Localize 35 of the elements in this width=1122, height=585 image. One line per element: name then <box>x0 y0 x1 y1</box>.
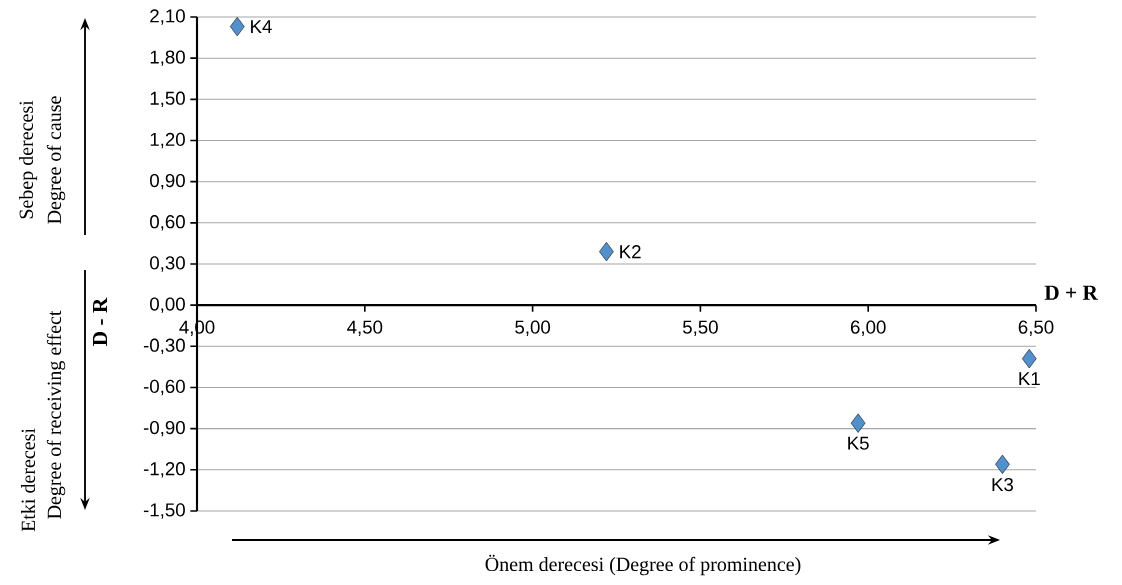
x-tick-label: 5,50 <box>682 320 718 336</box>
y-tick-label: 0,90 <box>150 173 185 190</box>
y-tick-label: -1,50 <box>143 503 185 519</box>
y-tick-label: -0,90 <box>143 420 185 437</box>
annotation: K4 <box>251 20 272 34</box>
point <box>599 242 614 262</box>
annotation: K2 <box>620 245 641 259</box>
text: Önem derecesi (Degree of prominence) <box>485 554 801 576</box>
y-tick-label: 1,80 <box>150 50 185 66</box>
text: Degree of cause <box>46 96 66 224</box>
x-tick-label: 6,50 <box>1018 320 1054 336</box>
y-axis-title: D - R <box>93 297 108 346</box>
y-tick-label: -0,30 <box>143 338 185 355</box>
annotation: K1 <box>1019 372 1040 386</box>
y-tick-label: 1,50 <box>150 91 185 108</box>
y-tick-label: 2,10 <box>150 9 185 25</box>
x-tick-label: 4,50 <box>347 320 383 336</box>
text: Degree of receiving effect <box>46 310 66 519</box>
annotation: K3 <box>992 477 1014 492</box>
x-axis-title: D + R <box>1044 285 1099 300</box>
text: Etki derecesi <box>20 428 36 532</box>
y-tick-label: 0,30 <box>150 256 185 272</box>
x-tick-label: 6,00 <box>850 320 886 336</box>
point <box>850 413 866 433</box>
annotation: K5 <box>848 436 869 450</box>
y-tick-label: -0,60 <box>143 379 185 396</box>
text: Sebep derecesi <box>18 100 38 219</box>
x-tick-label: 5,00 <box>515 320 551 336</box>
point <box>995 454 1010 474</box>
point <box>230 17 245 37</box>
point <box>1022 349 1037 369</box>
y-tick-label: 0,60 <box>150 215 185 231</box>
y-tick-label: -1,20 <box>143 462 185 478</box>
y-tick-label: 1,20 <box>150 132 185 149</box>
y-tick-label: 0,00 <box>150 297 185 313</box>
